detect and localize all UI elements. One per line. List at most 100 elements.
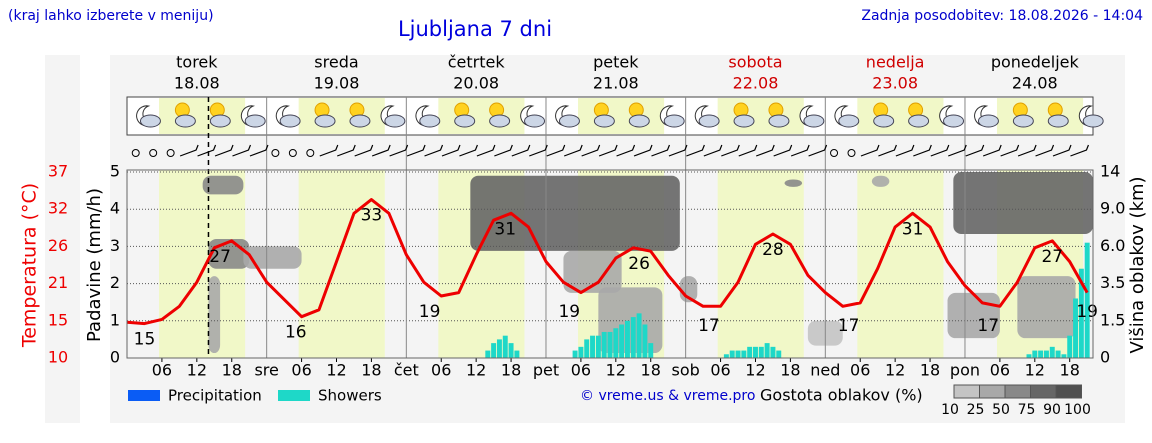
x-tick-label: 12	[1025, 361, 1045, 380]
day-name: ponedeljek	[991, 53, 1080, 72]
temp-extreme-label: 27	[209, 247, 231, 267]
x-tick-label: pon	[950, 361, 980, 380]
cloud-icon	[1047, 114, 1069, 128]
credit: © vreme.us & vreme.pro	[580, 388, 755, 404]
precip-bar	[1061, 354, 1067, 358]
wind-barb	[179, 144, 199, 157]
x-tick-label: 06	[571, 361, 591, 380]
temp-axis-title: Temperatura (°C)	[19, 183, 41, 348]
y2-tick-label: 3.5	[1100, 273, 1125, 292]
precip-bar	[613, 328, 619, 358]
icon-daylight-band	[438, 98, 525, 134]
precip-bar	[624, 320, 630, 358]
density-label: 90	[1043, 402, 1061, 418]
wind-barb	[459, 144, 478, 157]
legend-swatch	[128, 390, 160, 401]
wind-barb	[616, 144, 636, 157]
precip-bar	[648, 343, 654, 358]
wind-barb	[1000, 144, 1020, 157]
wind-barb	[913, 144, 932, 157]
icon-daylight-band	[577, 98, 665, 134]
day-date: 20.08	[453, 74, 499, 93]
wind-barb	[738, 144, 758, 157]
precip-bar	[485, 350, 491, 358]
legend-swatch	[278, 390, 310, 401]
wind-barb	[337, 144, 356, 157]
precip-bar	[508, 343, 514, 358]
cloud-icon	[698, 114, 720, 128]
precip-bar	[1043, 350, 1049, 358]
x-tick-label: 18	[780, 361, 800, 380]
cloud-icon	[1082, 114, 1104, 128]
density-label: 10	[941, 402, 959, 418]
x-tick-label: 06	[291, 361, 311, 380]
cloud-icon	[873, 114, 895, 128]
temp-tick-label: 32	[48, 199, 68, 218]
precip-bar	[595, 335, 601, 358]
density-swatch	[1030, 384, 1057, 399]
wind-barb	[1052, 144, 1072, 157]
cloud-icon	[838, 114, 860, 128]
temperature-line	[126, 198, 1089, 326]
cloud-legend-title: Gostota oblakov (%)	[760, 386, 923, 405]
cloud-icon	[1012, 114, 1034, 128]
cloud-icon	[663, 114, 685, 128]
wind-barb	[494, 144, 513, 157]
wind-barb	[563, 144, 583, 157]
precip-bar	[1055, 350, 1061, 358]
wind-barb	[686, 144, 705, 157]
precip-bar	[1038, 350, 1044, 358]
y-axis-title: Padavine (mm/h)	[84, 188, 105, 342]
wind-barb	[703, 144, 723, 157]
day-name: torek	[176, 53, 218, 72]
cloud-block	[563, 250, 622, 293]
x-tick-label: 18	[361, 361, 381, 380]
wind-calm	[166, 149, 175, 157]
wind-barb	[860, 144, 880, 157]
precip-bar	[584, 339, 590, 358]
x-tick-label: 06	[850, 361, 870, 380]
cloud-block	[470, 175, 680, 251]
wind-barb	[598, 144, 618, 157]
wind-barb	[441, 144, 461, 157]
cloud-icon	[524, 114, 546, 128]
temp-extreme-label: 27	[1041, 247, 1063, 267]
wind-barb	[249, 144, 269, 157]
y-tick-label: 5	[110, 162, 120, 181]
x-tick-label: 12	[326, 361, 346, 380]
cloud-icon	[454, 114, 476, 128]
cloud-icon	[419, 114, 441, 128]
wind-barb	[581, 144, 601, 157]
y2-tick-label: 6.0	[1100, 236, 1125, 255]
wind-barb	[406, 144, 426, 157]
wind-barb	[232, 144, 252, 157]
density-swatch	[1055, 384, 1082, 399]
wind-barb	[1035, 144, 1055, 157]
wind-calm	[847, 149, 856, 157]
legend-label: Precipitation	[168, 387, 262, 405]
wind-barb	[756, 144, 775, 157]
precip-bar	[764, 343, 770, 358]
density-label: 25	[967, 402, 985, 418]
wind-barb	[982, 144, 1002, 157]
cloud-block	[202, 175, 244, 195]
icon-daylight-band	[717, 98, 804, 134]
temp-tick-label: 37	[48, 162, 68, 181]
x-tick-label: 06	[710, 361, 730, 380]
wind-calm	[131, 149, 140, 157]
temp-extreme-label: 16	[285, 323, 307, 343]
wind-barb	[319, 144, 339, 157]
temp-extreme-label: 15	[134, 330, 156, 350]
precip-bar	[636, 313, 642, 358]
cloud-block	[784, 179, 803, 187]
wind-barb	[965, 144, 985, 157]
temp-extreme-label: 28	[762, 240, 784, 260]
temp-extreme-label: 33	[361, 206, 383, 226]
cloud-icon	[768, 114, 790, 128]
density-swatch	[1004, 384, 1031, 399]
y-tick-label: 0	[110, 348, 120, 367]
precip-bar	[1084, 242, 1090, 358]
precip-bar	[1026, 354, 1032, 358]
wind-barb	[424, 144, 444, 157]
